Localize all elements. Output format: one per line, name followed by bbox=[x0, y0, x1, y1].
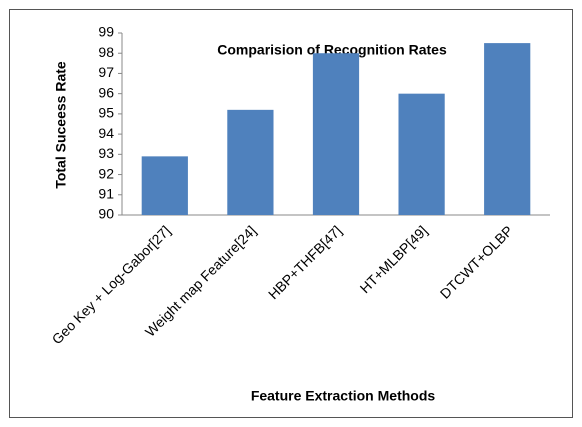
bar bbox=[484, 43, 531, 215]
y-tick-label: 97 bbox=[98, 64, 114, 80]
bar bbox=[227, 109, 274, 215]
y-tick-label: 96 bbox=[98, 84, 114, 100]
y-tick-label: 94 bbox=[98, 125, 114, 141]
y-tick-label: 99 bbox=[98, 24, 114, 40]
y-axis-title: Total Suceess Rate bbox=[53, 61, 69, 189]
bar bbox=[398, 93, 445, 215]
y-tick-label: 90 bbox=[98, 206, 114, 222]
y-tick-label: 93 bbox=[98, 145, 114, 161]
chart-title: Comparision of Recognition Rates bbox=[217, 42, 447, 58]
chart-border bbox=[9, 9, 573, 418]
y-tick-label: 98 bbox=[98, 44, 114, 60]
x-axis-title: Feature Extraction Methods bbox=[251, 388, 436, 404]
bar bbox=[141, 156, 188, 215]
y-tick-label: 95 bbox=[98, 105, 114, 121]
y-tick-label: 92 bbox=[98, 165, 114, 181]
y-tick-label: 91 bbox=[98, 185, 114, 201]
bar bbox=[312, 53, 360, 215]
